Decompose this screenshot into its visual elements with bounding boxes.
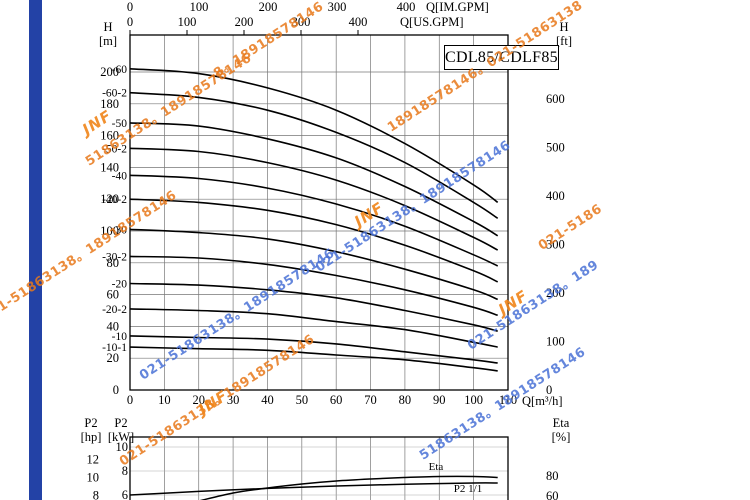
curve-label--60-2: -60-2	[102, 88, 127, 100]
curve-label--10: -10	[112, 331, 128, 343]
power-plot-border	[129, 436, 509, 500]
tick-label: 200	[546, 286, 565, 300]
axis-header: [m]	[99, 34, 117, 48]
tick-label: 300	[292, 15, 311, 29]
curve--30-2	[129, 255, 498, 317]
tick-label: 30	[227, 393, 240, 407]
tick-label: 100	[464, 393, 483, 407]
tick-label: 300	[328, 0, 347, 14]
tick-label: 8	[122, 464, 128, 478]
axis-header: P2	[114, 416, 127, 430]
tick-label: 60	[330, 393, 343, 407]
axis-label-us-gpm: Q[US.GPM]	[400, 15, 464, 29]
curve-label--50-2: -50-2	[102, 143, 127, 155]
tick-label: 200	[100, 65, 119, 79]
tick-label: 100	[100, 224, 119, 238]
curve-label-p2: P2 1/1	[454, 483, 482, 495]
tick-label: 200	[235, 15, 254, 29]
tick-label: 60	[546, 489, 559, 500]
curve--10	[129, 335, 498, 364]
tick-label: 300	[546, 238, 565, 252]
axis-header: Eta	[553, 416, 570, 430]
curve-label--30-2: -30-2	[102, 251, 127, 263]
curve-label--40-2: -40-2	[102, 194, 127, 206]
curve--60-2	[129, 91, 499, 219]
curve-label--10-1: -10-1	[102, 342, 127, 354]
curve-label--60: -60	[112, 64, 128, 76]
tick-label: 400	[397, 0, 416, 14]
tick-label: 10	[116, 440, 129, 454]
tick-label: 400	[546, 189, 565, 203]
tick-label: 120	[100, 192, 119, 206]
curve--60	[129, 68, 499, 204]
tick-label: 180	[100, 97, 119, 111]
axis-header: [kW]	[108, 430, 134, 444]
tick-label: 10	[158, 393, 171, 407]
tick-label: 12	[87, 453, 100, 467]
tick-label: 80	[107, 256, 120, 270]
tick-label: 500	[546, 141, 565, 155]
tick-label: 160	[100, 129, 119, 143]
curve--50	[129, 122, 499, 237]
tick-label: 0	[127, 15, 133, 29]
axis-header: [ft]	[556, 34, 572, 48]
tick-label: 100	[178, 15, 197, 29]
plot-border	[129, 34, 509, 391]
axis-header: H	[103, 20, 112, 34]
tick-label: 0	[127, 0, 133, 14]
curve--40	[129, 174, 499, 267]
axis-label-im-gpm: Q[IM.GPM]	[426, 0, 489, 14]
tick-label: 0	[546, 383, 552, 397]
tick-label: 20	[107, 351, 120, 365]
curve--10-1	[129, 346, 498, 372]
curve--50-2	[129, 147, 499, 251]
axis-label-m3h: Q[m³/h]	[522, 394, 563, 408]
tick-label: 100	[546, 335, 565, 349]
curve-label--30: -30	[112, 224, 128, 236]
tick-label: 50	[296, 393, 309, 407]
tick-label: 20	[192, 393, 205, 407]
left-blue-bar	[29, 0, 42, 500]
curve--20	[129, 282, 498, 332]
axis-header: H	[559, 20, 568, 34]
tick-label: 40	[107, 319, 120, 333]
tick-label: 8	[93, 488, 99, 500]
curve-label--20-2: -20-2	[102, 304, 127, 316]
curve-eta	[199, 475, 498, 500]
tick-label: 110	[499, 393, 517, 407]
curve-label-eta: Eta	[429, 461, 444, 473]
tick-label: 100	[190, 0, 209, 14]
tick-label: 0	[113, 383, 119, 397]
axis-header: P2	[84, 416, 97, 430]
curve--30	[129, 228, 499, 301]
tick-label: 10	[87, 471, 100, 485]
tick-label: 90	[433, 393, 446, 407]
tick-label: 80	[399, 393, 412, 407]
tick-label: 60	[107, 288, 120, 302]
tick-label: 70	[364, 393, 377, 407]
curve-p2	[129, 482, 498, 496]
curve-label--50: -50	[112, 118, 128, 130]
curve-label--20: -20	[112, 278, 128, 290]
curve-label--40: -40	[112, 170, 128, 182]
tick-label: 200	[259, 0, 278, 14]
curve--20-2	[129, 308, 498, 348]
curve--40-2	[129, 198, 499, 283]
chart-title: CDL85/CDLF85	[444, 45, 559, 70]
tick-label: 600	[546, 92, 565, 106]
axis-header: [hp]	[81, 430, 102, 444]
axis-header: [%]	[552, 430, 571, 444]
tick-label: 6	[122, 488, 128, 500]
tick-label: 40	[261, 393, 274, 407]
tick-label: 140	[100, 160, 119, 174]
tick-label: 400	[349, 15, 368, 29]
tick-label: 0	[127, 393, 133, 407]
tick-label: 80	[546, 469, 559, 483]
